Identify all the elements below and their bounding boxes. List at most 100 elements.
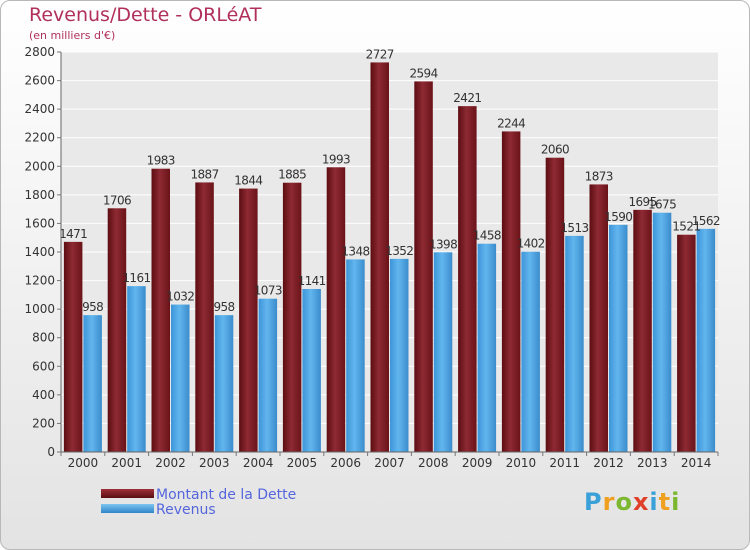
x-tick-label: 2005 [287, 456, 318, 470]
bar-revenue [171, 304, 190, 452]
data-label-debt: 1993 [322, 152, 350, 166]
x-tick-label: 2012 [593, 456, 624, 470]
bar-revenue [214, 315, 234, 452]
x-tick-label: 2000 [68, 456, 99, 470]
data-label-debt: 2421 [453, 91, 481, 105]
legend-label-debt: Montant de la Dette [156, 487, 297, 503]
data-label-revenue: 1675 [648, 198, 676, 212]
data-label-revenue: 1032 [166, 290, 194, 304]
data-label-debt: 1706 [103, 193, 131, 207]
y-tick-label: 1800 [24, 188, 55, 202]
bar-debt [414, 81, 433, 452]
bar-debt [195, 182, 214, 452]
data-label-debt: 2594 [409, 66, 437, 80]
bar-revenue [302, 289, 321, 452]
data-label-revenue: 958 [82, 300, 103, 314]
legend-label-revenue: Revenus [156, 502, 216, 518]
y-tick-label: 1600 [24, 216, 55, 230]
bar-revenue [258, 298, 278, 452]
logo-letter: t [658, 488, 672, 516]
bar-revenue [609, 224, 628, 452]
bar-debt [239, 188, 258, 453]
y-tick-label: 2000 [24, 159, 55, 173]
y-tick-label: 2800 [24, 45, 55, 59]
y-tick-label: 1000 [24, 302, 55, 316]
x-tick-label: 2004 [243, 456, 274, 470]
data-label-revenue: 1352 [385, 244, 413, 258]
x-tick-label: 2008 [418, 456, 449, 470]
bar-debt [589, 184, 608, 452]
legend-swatch-revenue [101, 504, 154, 513]
y-tick-label: 2200 [24, 131, 55, 145]
bar-revenue [433, 252, 453, 452]
data-label-revenue: 1348 [341, 244, 369, 258]
data-label-debt: 1873 [585, 169, 613, 183]
x-tick-label: 2011 [549, 456, 580, 470]
legend-swatch-debt [101, 489, 154, 498]
data-label-revenue: 958 [213, 300, 234, 314]
data-label-revenue: 1141 [298, 274, 326, 288]
data-label-debt: 2244 [497, 116, 525, 130]
logo-letter: o [615, 488, 633, 516]
bar-revenue [83, 315, 102, 452]
x-tick-label: 2002 [155, 456, 186, 470]
bar-debt [677, 234, 696, 452]
x-tick-label: 2007 [374, 456, 405, 470]
bar-revenue [346, 259, 365, 452]
x-tick-label: 2009 [462, 456, 493, 470]
bar-revenue [652, 212, 672, 452]
bar-debt [151, 168, 170, 452]
data-label-revenue: 1073 [254, 284, 282, 298]
bar-revenue [390, 258, 409, 452]
bar-debt [326, 167, 346, 453]
x-tick-label: 2001 [111, 456, 142, 470]
bar-revenue [696, 228, 716, 452]
bar-debt [545, 157, 565, 452]
y-tick-label: 800 [32, 331, 55, 345]
bar-revenue [127, 286, 146, 452]
data-label-debt: 2060 [541, 143, 569, 157]
data-label-revenue: 1458 [473, 229, 501, 243]
data-label-debt: 1885 [278, 168, 306, 182]
proxiti-logo: Proxiti [584, 488, 680, 516]
y-tick-label: 200 [32, 416, 55, 430]
bar-debt [501, 131, 521, 452]
chart-title: Revenus/Dette - ORLéAT [29, 4, 262, 26]
data-label-revenue: 1590 [604, 210, 632, 224]
logo-letter: i [649, 488, 659, 516]
bar-revenue [565, 235, 584, 452]
data-label-revenue: 1562 [692, 214, 720, 228]
data-label-revenue: 1398 [429, 237, 457, 251]
data-label-debt: 1521 [672, 220, 700, 234]
data-label-debt: 1844 [234, 174, 262, 188]
data-label-revenue: 1161 [122, 271, 150, 285]
data-label-revenue: 1402 [517, 237, 545, 251]
x-tick-label: 2003 [199, 456, 230, 470]
bar-debt [282, 182, 302, 452]
logo-letter: P [584, 488, 603, 516]
bar-debt [370, 62, 389, 453]
data-label-debt: 1983 [147, 154, 175, 168]
y-tick-label: 400 [32, 388, 55, 402]
y-tick-label: 1200 [24, 274, 55, 288]
bar-revenue [477, 243, 497, 452]
data-label-debt: 1471 [59, 227, 87, 241]
bar-revenue [521, 251, 540, 452]
data-label-debt: 1887 [190, 167, 218, 181]
x-tick-label: 2014 [681, 456, 712, 470]
bar-debt [633, 209, 652, 452]
bar-debt [63, 241, 83, 452]
data-label-debt: 2727 [366, 47, 394, 61]
logo-letter: x [632, 488, 650, 516]
bar-debt [458, 106, 477, 453]
x-tick-label: 2010 [506, 456, 537, 470]
x-tick-label: 2006 [330, 456, 361, 470]
y-tick-label: 2400 [24, 102, 55, 116]
y-tick-label: 600 [32, 359, 55, 373]
chart-subtitle: (en milliers d'€) [29, 29, 116, 42]
y-tick-label: 0 [47, 445, 55, 459]
logo-letter: r [602, 488, 616, 516]
y-tick-label: 2600 [24, 74, 55, 88]
